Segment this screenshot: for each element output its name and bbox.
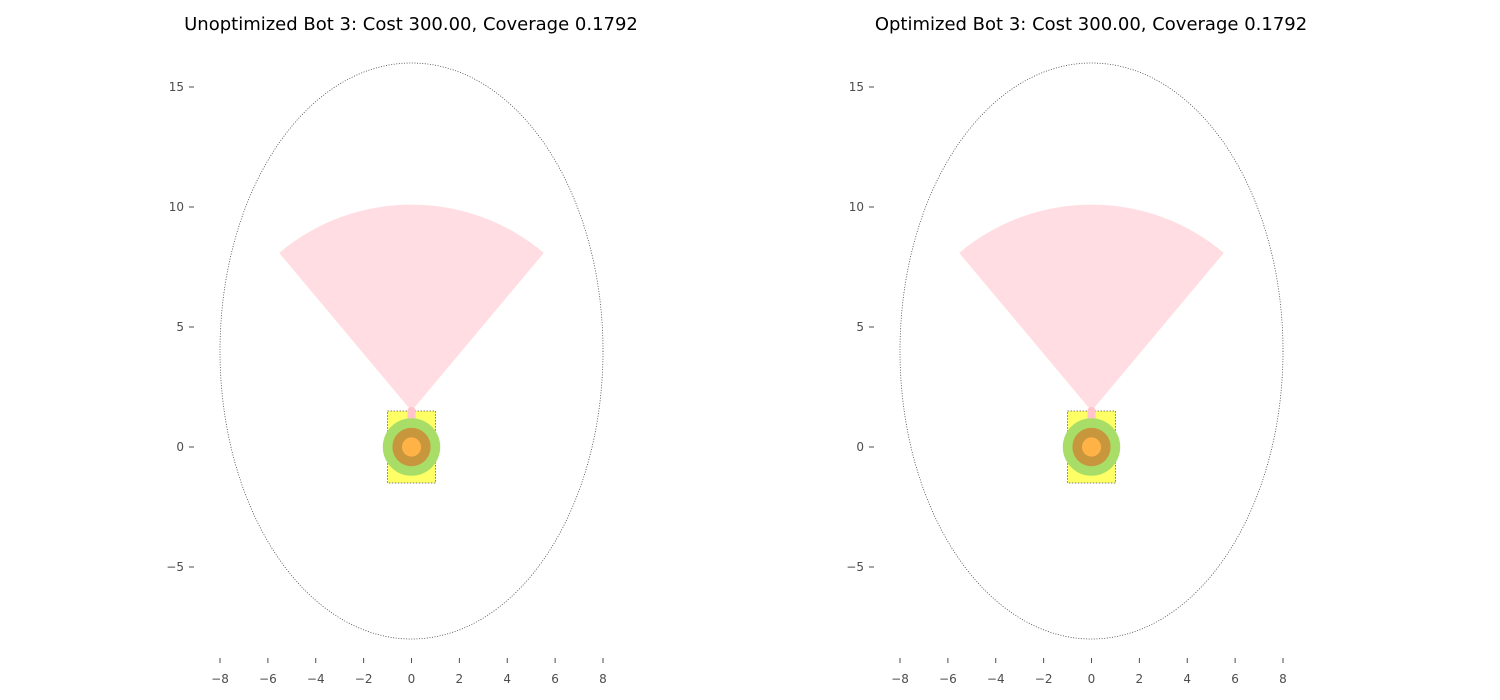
boundary-ellipse — [899, 62, 1284, 640]
plot-title: Optimized Bot 3: Cost 300.00, Coverage 0… — [875, 14, 1307, 35]
y-tick-label: 5 — [856, 320, 864, 334]
sensor-sector — [959, 204, 1224, 411]
x-tick-label: 2 — [1136, 672, 1144, 686]
y-tick-label: 15 — [849, 80, 864, 94]
boundary-ellipse — [219, 62, 604, 640]
x-tick-label: 2 — [456, 672, 464, 686]
x-tick-label: 0 — [1088, 672, 1096, 686]
x-tick-label: −6 — [259, 672, 277, 686]
y-tick-label: −5 — [166, 560, 184, 574]
x-tick-label: −8 — [211, 672, 229, 686]
y-tick-label: 10 — [849, 200, 864, 214]
x-tick-label: −8 — [891, 672, 909, 686]
inner-circle — [1081, 437, 1102, 457]
x-tick-label: 0 — [408, 672, 416, 686]
plot-title: Unoptimized Bot 3: Cost 300.00, Coverage… — [184, 14, 638, 35]
y-tick-label: 15 — [169, 80, 184, 94]
sensor-sector — [279, 204, 544, 411]
x-tick-label: 8 — [1279, 672, 1287, 686]
right-plot-svg: Optimized Bot 3: Cost 300.00, Coverage 0… — [846, 14, 1307, 686]
y-tick-label: 10 — [169, 200, 184, 214]
left-plot-svg: Unoptimized Bot 3: Cost 300.00, Coverage… — [166, 14, 638, 686]
y-tick-label: 0 — [176, 440, 184, 454]
x-tick-label: 8 — [599, 672, 607, 686]
x-tick-label: −4 — [307, 672, 325, 686]
y-tick-label: −5 — [846, 560, 864, 574]
x-tick-label: 4 — [1183, 672, 1191, 686]
x-tick-label: −6 — [939, 672, 957, 686]
x-tick-label: −4 — [987, 672, 1005, 686]
inner-circle — [401, 437, 422, 457]
x-tick-label: −2 — [1035, 672, 1053, 686]
y-tick-label: 0 — [856, 440, 864, 454]
x-tick-label: 6 — [551, 672, 559, 686]
x-tick-label: 6 — [1231, 672, 1239, 686]
left-plot-panel: Unoptimized Bot 3: Cost 300.00, Coverage… — [166, 14, 638, 686]
x-tick-label: 4 — [503, 672, 511, 686]
y-tick-label: 5 — [176, 320, 184, 334]
x-tick-label: −2 — [355, 672, 373, 686]
right-plot-panel: Optimized Bot 3: Cost 300.00, Coverage 0… — [680, 0, 1500, 700]
